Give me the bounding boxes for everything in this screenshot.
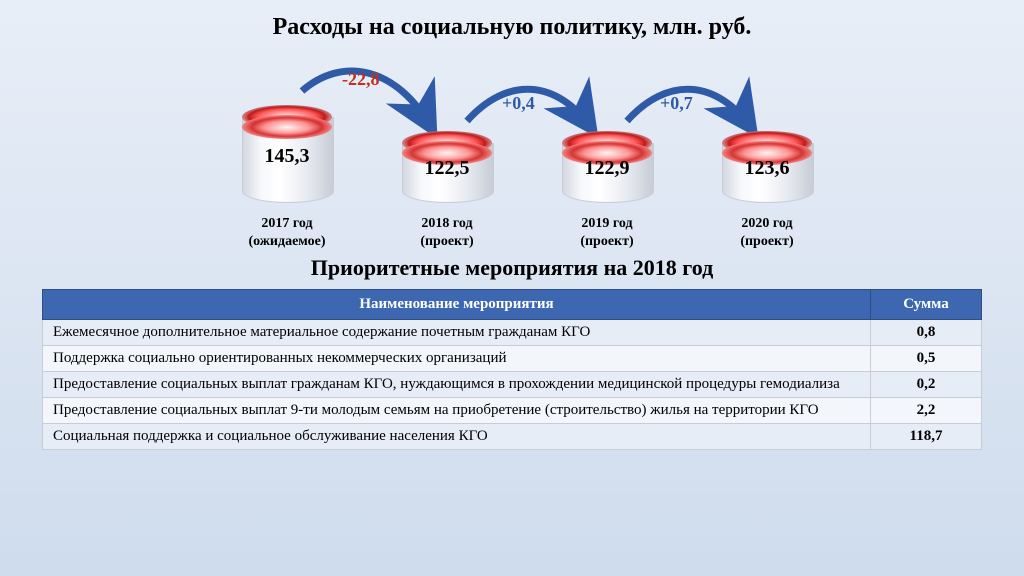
page-title: Расходы на социальную политику, млн. руб… — [0, 0, 1024, 41]
delta-label: -22,8 — [342, 69, 380, 90]
table-row: Предоставление социальных выплат граждан… — [43, 372, 982, 398]
table-row: Ежемесячное дополнительное материальное … — [43, 320, 982, 346]
bar-label: 2020 год (проект) — [697, 215, 837, 250]
bar-2020: 123,6 2020 год (проект) — [722, 143, 812, 203]
delta-label: +0,4 — [502, 93, 535, 114]
cell-amount: 0,2 — [871, 372, 982, 398]
table-row: Поддержка социально ориентированных неко… — [43, 346, 982, 372]
bar-value: 122,5 — [402, 157, 492, 180]
priorities-table: Наименование мероприятия Сумма Ежемесячн… — [42, 289, 982, 450]
delta-label: +0,7 — [660, 93, 693, 114]
cell-name: Ежемесячное дополнительное материальное … — [43, 320, 871, 346]
cell-amount: 2,2 — [871, 398, 982, 424]
bar-2018: 122,5 2018 год (проект) — [402, 143, 492, 203]
table-header-row: Наименование мероприятия Сумма — [43, 290, 982, 320]
bar-label-line2: (проект) — [580, 234, 633, 249]
bar-label-line2: (ожидаемое) — [248, 234, 325, 249]
bar-value: 122,9 — [562, 157, 652, 180]
table-row: Предоставление социальных выплат 9-ти мо… — [43, 398, 982, 424]
cell-amount: 0,5 — [871, 346, 982, 372]
bar-label-line1: 2020 год — [741, 216, 792, 231]
bar-label-line1: 2019 год — [581, 216, 632, 231]
cell-name: Поддержка социально ориентированных неко… — [43, 346, 871, 372]
cell-name: Социальная поддержка и социальное обслуж… — [43, 424, 871, 450]
bar-value: 145,3 — [242, 145, 332, 168]
col-header-amount: Сумма — [871, 290, 982, 320]
bar-label: 2017 год (ожидаемое) — [217, 215, 357, 250]
bar-2017: 145,3 2017 год (ожидаемое) — [242, 117, 332, 203]
bar-value: 123,6 — [722, 157, 812, 180]
cylinder-chart: -22,8 +0,4 +0,7 145,3 2017 год (ожидаемо… — [162, 51, 862, 251]
bar-label-line2: (проект) — [740, 234, 793, 249]
cell-amount: 0,8 — [871, 320, 982, 346]
table-row: Социальная поддержка и социальное обслуж… — [43, 424, 982, 450]
bar-label-line1: 2017 год — [261, 216, 312, 231]
cell-name: Предоставление социальных выплат граждан… — [43, 372, 871, 398]
slide: Расходы на социальную политику, млн. руб… — [0, 0, 1024, 576]
bar-label-line1: 2018 год — [421, 216, 472, 231]
col-header-name: Наименование мероприятия — [43, 290, 871, 320]
cell-amount: 118,7 — [871, 424, 982, 450]
bar-label-line2: (проект) — [420, 234, 473, 249]
bar-label: 2019 год (проект) — [537, 215, 677, 250]
section-subtitle: Приоритетные мероприятия на 2018 год — [0, 255, 1024, 281]
cell-name: Предоставление социальных выплат 9-ти мо… — [43, 398, 871, 424]
bar-2019: 122,9 2019 год (проект) — [562, 143, 652, 203]
bar-label: 2018 год (проект) — [377, 215, 517, 250]
